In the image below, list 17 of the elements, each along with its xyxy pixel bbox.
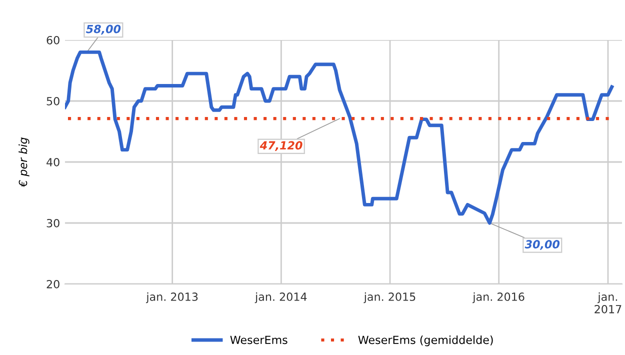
annotation: 58,00 [86, 24, 121, 35]
legend-label: WeserEms [230, 336, 288, 344]
y-tick-label: 30 [46, 218, 60, 228]
annotation: 30,00 [524, 240, 560, 250]
x-tick-label: jan. 2013 [146, 292, 198, 304]
x-tick-label: jan. 2015 [364, 292, 416, 304]
legend-label: WeserEms (gemiddelde) [358, 335, 493, 346]
y-tick-label: 20 [46, 280, 60, 288]
annotation: 47,120 [260, 141, 302, 151]
x-tick-label: jan. 2014 [254, 292, 307, 304]
y-tick-label: 40 [46, 158, 60, 166]
line-series [65, 50, 614, 225]
y-tick-label: 60 [46, 36, 60, 44]
y-tick-label: 50 [46, 96, 60, 106]
y-axis-title: € per big [18, 138, 30, 188]
x-tick-label: jan. 2017 [594, 292, 622, 314]
x-tick-label: jan. 2016 [472, 292, 524, 304]
